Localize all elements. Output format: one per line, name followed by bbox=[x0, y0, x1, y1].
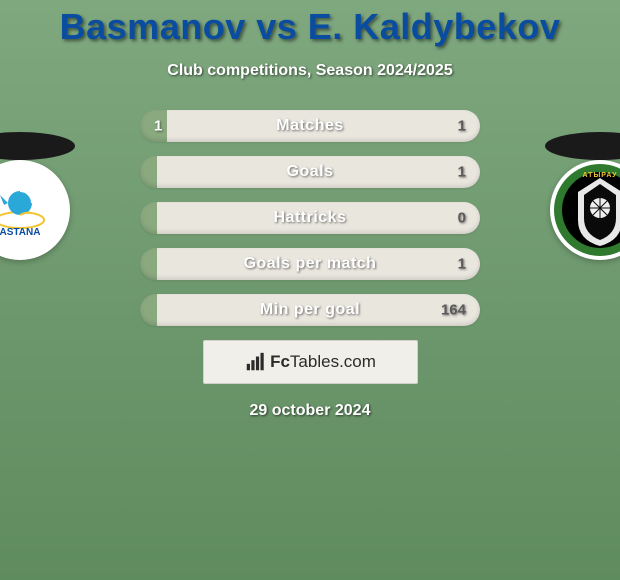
brand-text: FcTables.com bbox=[270, 352, 376, 372]
svg-text:АТЫРАУ: АТЫРАУ bbox=[582, 172, 617, 179]
page-root: Basmanov vs E. Kaldybekov Club competiti… bbox=[0, 0, 620, 580]
stat-label: Min per goal bbox=[260, 301, 360, 319]
stat-value-right: 1 bbox=[458, 164, 466, 181]
stat-label: Goals bbox=[287, 163, 334, 181]
player1-club-logo: ASTANA bbox=[0, 160, 70, 260]
stat-row: Hattricks 0 bbox=[140, 202, 480, 234]
brand-chart-icon bbox=[244, 351, 266, 373]
stat-row: Min per goal 164 bbox=[140, 294, 480, 326]
stat-row: Goals 1 bbox=[140, 156, 480, 188]
brand-suffix: Tables.com bbox=[290, 352, 376, 371]
page-title: Basmanov vs E. Kaldybekov bbox=[0, 0, 620, 48]
stat-value-right: 0 bbox=[458, 210, 466, 227]
brand-prefix: Fc bbox=[270, 352, 290, 371]
svg-text:ASTANA: ASTANA bbox=[0, 227, 40, 238]
stat-label: Goals per match bbox=[244, 255, 377, 273]
player2-shadow-oval bbox=[545, 132, 620, 160]
brand-box[interactable]: FcTables.com bbox=[203, 340, 418, 384]
stat-list: 1 Matches 1 Goals 1 Hattricks 0 Goals per match… bbox=[140, 110, 480, 326]
stat-value-left: 1 bbox=[154, 118, 162, 135]
stat-label: Hattricks bbox=[274, 209, 347, 227]
stat-row: 1 Matches 1 bbox=[140, 110, 480, 142]
player2-club-logo: АТЫРАУ bbox=[550, 160, 620, 260]
astana-logo-icon: ASTANA bbox=[0, 175, 55, 245]
stat-value-right: 1 bbox=[458, 118, 466, 135]
datestamp: 29 october 2024 bbox=[0, 402, 620, 420]
stat-row: Goals per match 1 bbox=[140, 248, 480, 280]
subtitle: Club competitions, Season 2024/2025 bbox=[0, 62, 620, 80]
atyrau-logo-icon: АТЫРАУ bbox=[550, 160, 620, 260]
player1-shadow-oval bbox=[0, 132, 75, 160]
player2-avatar: АТЫРАУ bbox=[550, 160, 620, 260]
player1-avatar: ASTANA bbox=[0, 160, 70, 260]
comparison-content: ASTANA АТЫРАУ 1Matches1Goals1Hattrick bbox=[0, 110, 620, 420]
stat-label: Matches bbox=[276, 117, 344, 135]
stat-value-right: 1 bbox=[458, 256, 466, 273]
stat-value-right: 164 bbox=[441, 302, 466, 319]
